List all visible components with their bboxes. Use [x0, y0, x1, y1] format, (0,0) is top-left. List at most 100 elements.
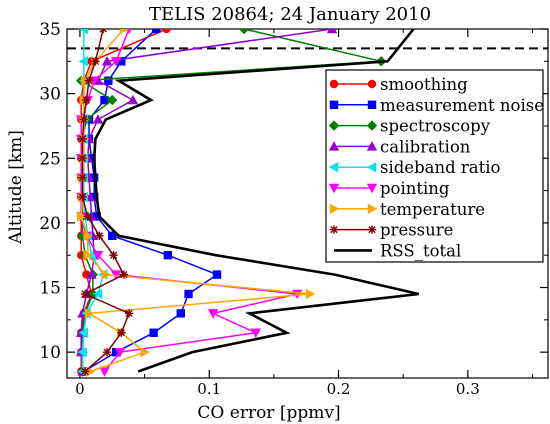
legend-label: spectroscopy	[380, 117, 491, 136]
legend-label: pressure	[380, 221, 453, 240]
legend-marker	[367, 100, 377, 109]
legend: smoothing measurement noise spectroscopyca…	[325, 69, 544, 263]
data-point-calibration	[86, 269, 97, 279]
data-point-pressure	[91, 57, 100, 66]
data-point-sideband-ratio	[78, 56, 89, 67]
data-point-pressure	[95, 231, 104, 241]
data-point-calibration	[127, 94, 139, 105]
data-point-pointing	[92, 251, 104, 261]
legend-item-spectroscopy: spectroscopy	[328, 117, 491, 136]
legend-item-rss-total: RSS_total	[334, 241, 461, 260]
legend-item-smoothing: smoothing	[329, 75, 468, 94]
data-point-measurement-noise	[117, 57, 126, 66]
asterisk-stroke	[109, 251, 118, 259]
legend-marker	[328, 162, 339, 173]
data-point-sideband-ratio	[78, 327, 89, 338]
legend-label: RSS_total	[380, 241, 461, 260]
data-point-spectroscopy	[238, 29, 250, 35]
legend-marker	[329, 225, 339, 234]
asterisk-stroke	[78, 135, 87, 143]
chart-title: TELIS 20864; 24 January 2010	[149, 4, 431, 25]
asterisk-stroke	[81, 290, 89, 298]
legend-marker	[366, 162, 377, 173]
data-point-pressure	[80, 289, 90, 299]
data-point-pressure	[78, 154, 87, 163]
legend-marker	[366, 183, 378, 194]
asterisk-stroke	[120, 270, 128, 279]
x-tick-label: 0	[75, 380, 85, 398]
legend-marker	[329, 203, 340, 214]
data-point-pointing	[110, 57, 122, 67]
data-point-pointing	[250, 328, 261, 338]
series-line-temperature	[80, 29, 311, 373]
data-point-calibration	[92, 114, 104, 124]
plot-area	[66, 28, 549, 379]
axis-ticks: 0 0.1 0.2 0.3 10 15 20 25 30 35	[39, 20, 548, 398]
asterisk-stroke	[95, 232, 103, 240]
asterisk-stroke	[80, 115, 88, 124]
legend-item-temperature: temperature	[329, 200, 485, 219]
plot-series	[67, 29, 548, 377]
data-point-pressure	[80, 367, 90, 376]
y-tick-label: 15	[39, 279, 61, 299]
data-point-pressure	[102, 347, 112, 357]
data-point-pressure	[78, 134, 87, 144]
data-point-calibration	[326, 29, 338, 34]
legend-item-measurement-noise: measurement noise	[329, 96, 544, 115]
data-point-pressure	[99, 29, 108, 34]
asterisk-stroke	[330, 225, 338, 234]
series-rss-total	[92, 29, 419, 373]
data-point-pointing	[207, 309, 219, 319]
data-point-temperature	[140, 346, 150, 358]
legend-marker	[328, 120, 340, 131]
y-axis-label: Altitude [km]	[6, 130, 26, 245]
data-point-pointing	[99, 367, 110, 377]
data-point-measurement-noise	[184, 289, 193, 299]
asterisk-stroke	[78, 193, 87, 201]
legend-label: calibration	[380, 137, 471, 156]
legend-marker	[366, 120, 378, 131]
data-point-temperature	[84, 308, 95, 319]
data-point-sideband-ratio	[92, 288, 103, 300]
series-calibration	[76, 29, 338, 376]
legend-item-pointing: pointing	[328, 179, 450, 198]
legend-label: sideband ratio	[380, 158, 501, 177]
asterisk-stroke	[85, 77, 93, 85]
data-point-measurement-noise	[152, 29, 161, 34]
legend-marker	[366, 141, 378, 151]
legend-marker	[328, 183, 340, 194]
legend-label: smoothing	[380, 75, 468, 94]
y-tick-label: 30	[39, 85, 61, 105]
series-line-measurement-noise	[83, 29, 219, 373]
data-point-sideband-ratio	[78, 29, 89, 35]
legend-marker	[329, 100, 339, 109]
legend-marker	[367, 225, 377, 234]
data-point-temperature	[119, 29, 130, 35]
data-point-temperature	[305, 288, 316, 300]
asterisk-stroke	[91, 57, 100, 65]
legend-marker	[328, 141, 340, 151]
data-point-pressure	[117, 328, 126, 337]
asterisk-stroke	[117, 329, 125, 337]
data-point-pressure	[109, 251, 118, 260]
legend-marker	[329, 79, 339, 89]
data-point-pointing	[114, 347, 126, 358]
asterisk-stroke	[84, 212, 92, 221]
data-point-measurement-noise	[176, 309, 185, 318]
data-point-spectroscopy	[107, 94, 118, 106]
data-point-measurement-noise	[212, 270, 222, 279]
data-point-measurement-noise	[87, 154, 96, 163]
y-tick-label: 25	[39, 149, 61, 169]
legend-item-pressure: pressure	[329, 221, 453, 240]
legend-label: measurement noise	[380, 96, 544, 115]
legend-label: temperature	[380, 200, 485, 219]
data-point-temperature	[83, 230, 93, 242]
x-tick-label: 0.3	[456, 380, 480, 398]
series-line-rss-total	[92, 29, 419, 373]
data-point-pressure	[84, 76, 94, 85]
x-tick-label: 0.2	[327, 380, 351, 398]
data-point-measurement-noise	[111, 347, 121, 357]
asterisk-stroke	[368, 225, 376, 234]
data-point-temperature	[101, 269, 111, 280]
y-tick-label: 10	[39, 343, 61, 363]
